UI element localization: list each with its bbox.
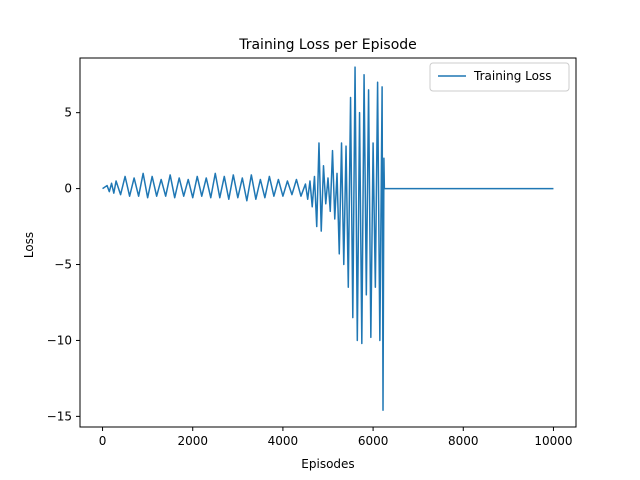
y-tick-label: 5 xyxy=(64,106,72,120)
legend-box xyxy=(429,62,570,92)
x-tick-label: 4000 xyxy=(268,434,299,448)
y-tick-label: 0 xyxy=(64,182,72,196)
axes-frame xyxy=(79,57,577,428)
legend-label: Training Loss xyxy=(473,69,551,83)
x-tick-label: 6000 xyxy=(358,434,389,448)
axes-layer: 0 2000 4000 6000 8000 10000 −15 −10 −5 0 5 xyxy=(47,57,577,448)
x-axis-label: Episodes xyxy=(301,457,354,471)
y-tick-label: −5 xyxy=(54,258,72,272)
legend: Training Loss xyxy=(429,62,570,92)
chart-title: Training Loss per Episode xyxy=(238,37,417,53)
series-line xyxy=(102,66,554,412)
axes-background xyxy=(80,58,576,427)
series-layer xyxy=(102,66,554,412)
x-tick-label: 10000 xyxy=(534,434,572,448)
x-tick-label: 0 xyxy=(99,434,107,448)
y-tick-label: −10 xyxy=(47,333,72,347)
x-tick-label: 8000 xyxy=(448,434,479,448)
plot-area xyxy=(80,58,576,427)
x-tick-label: 2000 xyxy=(177,434,208,448)
y-axis-label: Loss xyxy=(22,232,36,258)
y-tick-label: −15 xyxy=(47,409,72,423)
